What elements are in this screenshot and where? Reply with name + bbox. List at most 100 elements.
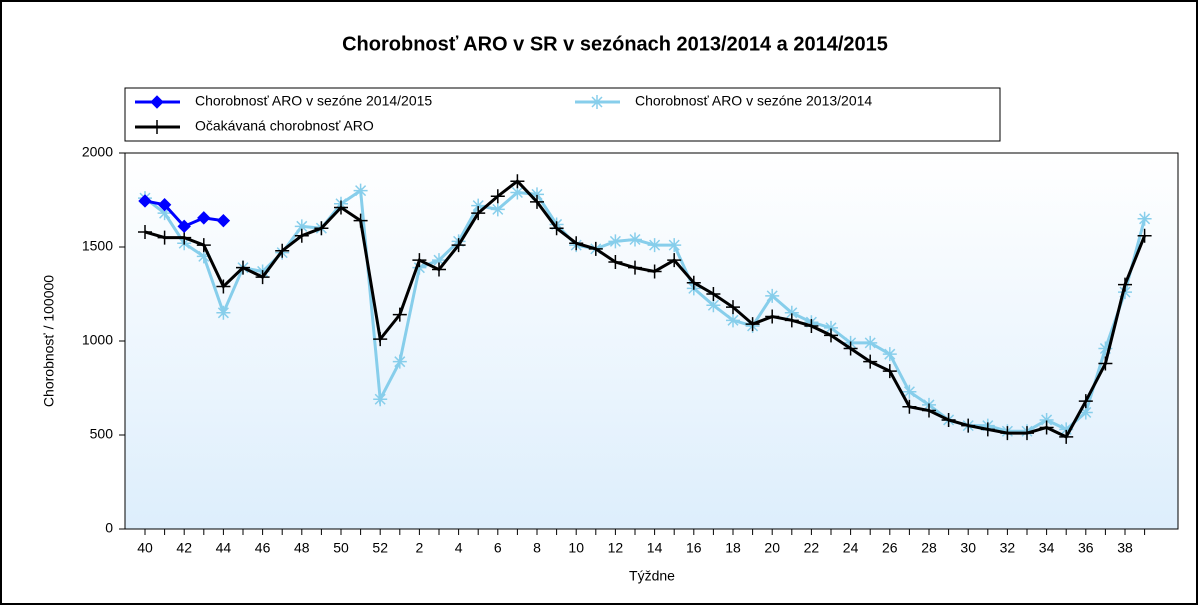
marker	[686, 275, 701, 290]
marker	[628, 260, 642, 275]
marker	[628, 232, 642, 247]
marker	[392, 354, 407, 369]
marker	[412, 260, 427, 275]
x-tick-label: 6	[494, 540, 502, 556]
y-tick-label: 0	[105, 520, 113, 536]
marker	[1098, 356, 1113, 371]
marker	[392, 307, 407, 322]
marker	[647, 238, 662, 253]
marker	[530, 187, 544, 202]
marker	[647, 264, 662, 279]
marker	[471, 198, 486, 213]
x-tick-label: 10	[568, 540, 584, 556]
marker	[1039, 412, 1054, 427]
x-tick-label: 46	[255, 540, 271, 556]
x-tick-label: 34	[1039, 540, 1055, 556]
x-tick-label: 8	[533, 540, 541, 556]
x-tick-label: 18	[725, 540, 741, 556]
marker	[353, 213, 368, 228]
marker	[1098, 341, 1113, 356]
legend-label: Chorobnosť ARO v sezóne 2013/2014	[635, 93, 872, 109]
marker	[902, 384, 917, 399]
x-tick-label: 38	[1117, 540, 1133, 556]
marker	[765, 288, 780, 303]
marker	[608, 255, 623, 270]
x-tick-label: 2	[416, 540, 424, 556]
marker	[1137, 228, 1152, 243]
legend-label: Chorobnosť ARO v sezóne 2014/2015	[195, 93, 432, 109]
marker	[334, 200, 348, 215]
x-tick-label: 42	[176, 540, 192, 556]
marker	[590, 95, 604, 109]
marker	[1000, 426, 1015, 441]
marker	[1078, 405, 1093, 420]
marker	[432, 253, 446, 268]
x-tick-label: 24	[843, 540, 859, 556]
marker	[784, 305, 799, 320]
marker	[216, 213, 231, 228]
marker	[294, 219, 309, 234]
marker	[882, 347, 897, 362]
marker	[902, 399, 917, 414]
marker	[510, 185, 525, 200]
marker	[608, 234, 623, 249]
marker	[1020, 426, 1034, 441]
marker	[138, 194, 152, 208]
series-line	[144, 179, 1146, 439]
marker	[843, 341, 858, 356]
y-tick-label: 1000	[82, 332, 113, 348]
marker	[138, 224, 152, 239]
legend	[124, 87, 1001, 142]
marker	[824, 328, 838, 343]
marker	[882, 364, 897, 379]
x-tick-label: 32	[1000, 540, 1016, 556]
x-tick-label: 44	[216, 540, 232, 556]
x-tick-label: 40	[137, 540, 153, 556]
marker	[490, 202, 505, 217]
marker	[157, 206, 172, 221]
marker	[1039, 420, 1054, 435]
marker	[980, 422, 995, 437]
marker	[569, 236, 584, 251]
marker	[1059, 429, 1074, 444]
marker	[1118, 277, 1132, 292]
legend-label: Očakávaná chorobnosť ARO	[195, 118, 374, 134]
marker	[412, 253, 427, 268]
marker	[197, 211, 211, 225]
x-tick-label: 12	[608, 540, 624, 556]
marker	[588, 241, 603, 256]
y-tick-label: 1500	[82, 238, 113, 254]
x-tick-label: 4	[455, 540, 463, 556]
plot-area	[124, 152, 1179, 530]
marker	[236, 260, 250, 275]
marker	[706, 287, 721, 301]
x-tick-label: 26	[882, 540, 898, 556]
marker	[196, 238, 211, 253]
marker	[1118, 285, 1132, 300]
marker	[1059, 422, 1074, 437]
x-tick-label: 36	[1078, 540, 1094, 556]
marker	[941, 412, 956, 427]
marker	[314, 221, 329, 236]
marker	[706, 298, 721, 313]
x-tick-label: 20	[764, 540, 780, 556]
x-tick-label: 52	[372, 540, 388, 556]
marker	[490, 189, 505, 204]
marker	[150, 95, 164, 109]
x-tick-label: 30	[960, 540, 976, 556]
x-tick-label: 50	[333, 540, 349, 556]
y-tick-label: 500	[90, 426, 114, 442]
marker	[745, 317, 760, 332]
y-tick-label: 2000	[82, 144, 113, 160]
marker	[863, 354, 878, 369]
marker	[255, 270, 270, 285]
x-tick-label: 22	[804, 540, 820, 556]
marker	[196, 249, 211, 264]
marker	[1078, 394, 1093, 409]
marker	[765, 309, 780, 324]
marker	[157, 197, 172, 212]
marker	[294, 228, 309, 243]
marker	[784, 313, 799, 328]
marker	[157, 230, 172, 245]
